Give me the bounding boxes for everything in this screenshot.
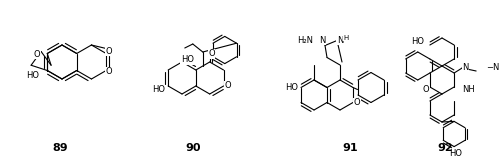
Text: NH: NH	[462, 84, 475, 93]
Text: −NH₂: −NH₂	[486, 62, 500, 72]
Text: HO: HO	[285, 83, 298, 92]
Text: N: N	[462, 63, 468, 73]
Text: N: N	[319, 36, 325, 45]
Text: O: O	[422, 86, 429, 94]
Text: HO: HO	[450, 149, 462, 158]
Text: 92: 92	[437, 143, 453, 153]
Text: O: O	[354, 98, 360, 107]
Text: O: O	[106, 47, 112, 56]
Text: 90: 90	[185, 143, 201, 153]
Text: O: O	[34, 50, 40, 59]
Text: N: N	[337, 36, 343, 45]
Text: O: O	[106, 67, 112, 76]
Text: HO: HO	[411, 38, 424, 46]
Text: HO: HO	[181, 55, 194, 65]
Text: O: O	[224, 82, 231, 90]
Text: H: H	[344, 35, 348, 41]
Text: 89: 89	[52, 143, 68, 153]
Text: HO: HO	[152, 86, 165, 94]
Text: 91: 91	[342, 143, 358, 153]
Text: HO: HO	[26, 71, 40, 80]
Text: O: O	[208, 49, 215, 59]
Text: H₂N: H₂N	[297, 36, 313, 45]
